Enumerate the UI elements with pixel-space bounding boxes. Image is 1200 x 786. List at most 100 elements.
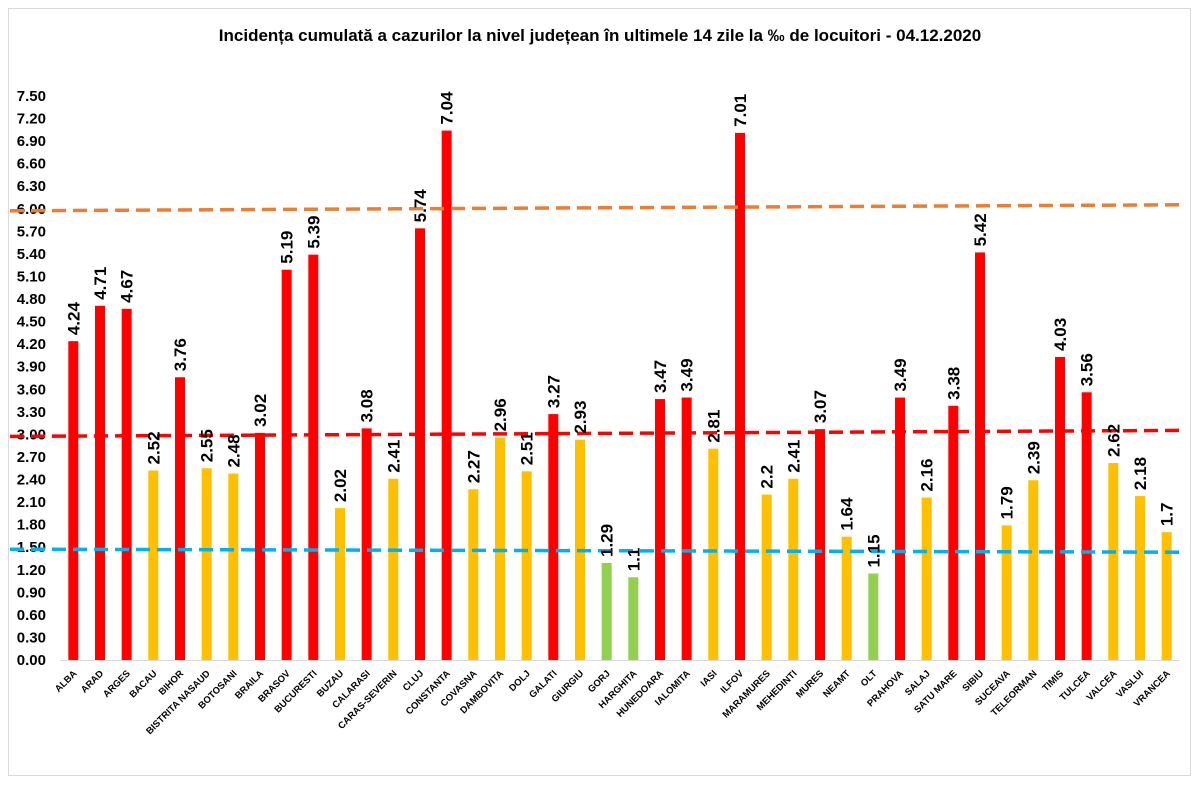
bar bbox=[201, 468, 212, 660]
bar bbox=[228, 473, 239, 660]
data-label: 2.39 bbox=[1024, 441, 1043, 474]
data-label: 2.18 bbox=[1131, 457, 1150, 490]
y-tick-label: 3.30 bbox=[17, 404, 46, 421]
data-label: 2.27 bbox=[464, 450, 483, 483]
data-label: 5.74 bbox=[411, 189, 430, 223]
bar bbox=[281, 269, 292, 660]
data-label: 2.93 bbox=[571, 401, 590, 434]
bar bbox=[895, 397, 905, 660]
y-tick-label: 2.70 bbox=[17, 449, 46, 466]
bar bbox=[868, 573, 879, 660]
bar bbox=[148, 470, 159, 660]
bar bbox=[1081, 392, 1092, 660]
data-label: 2.41 bbox=[784, 440, 803, 473]
bar bbox=[468, 489, 479, 660]
data-label: 3.56 bbox=[1078, 353, 1097, 386]
x-tick-label: MURES bbox=[794, 668, 826, 700]
data-label: 4.67 bbox=[118, 270, 137, 303]
bar bbox=[1161, 532, 1172, 660]
data-label: 2.02 bbox=[331, 469, 350, 502]
data-label: 4.71 bbox=[91, 267, 110, 300]
y-tick-label: 3.90 bbox=[17, 359, 46, 376]
x-tick-label: IASI bbox=[699, 668, 720, 689]
y-tick-label: 4.50 bbox=[17, 314, 46, 331]
data-label: 1.1 bbox=[624, 548, 643, 572]
bar bbox=[948, 405, 959, 660]
data-label: 3.38 bbox=[944, 367, 963, 400]
bar bbox=[815, 429, 825, 660]
y-tick-label: 0.00 bbox=[17, 652, 46, 669]
x-tick-label: NEAMT bbox=[821, 668, 853, 700]
bar bbox=[708, 448, 719, 660]
data-label: 2.51 bbox=[518, 432, 537, 465]
y-axis: 0.000.300.600.901.201.501.802.102.402.70… bbox=[17, 88, 46, 669]
data-label: 3.27 bbox=[544, 375, 563, 408]
bar bbox=[761, 494, 772, 660]
data-label: 2.96 bbox=[491, 398, 510, 431]
data-label: 3.47 bbox=[651, 360, 670, 393]
data-label: 7.01 bbox=[731, 94, 750, 127]
y-tick-label: 5.10 bbox=[17, 268, 46, 285]
bar bbox=[1028, 480, 1039, 660]
data-label: 5.39 bbox=[304, 216, 323, 249]
data-label: 3.07 bbox=[811, 390, 830, 423]
data-label: 2.41 bbox=[384, 440, 403, 473]
bar bbox=[975, 252, 985, 660]
data-label: 1.79 bbox=[998, 486, 1017, 519]
bar bbox=[388, 478, 399, 660]
data-label: 4.03 bbox=[1051, 318, 1070, 351]
data-label: 7.04 bbox=[438, 91, 457, 125]
data-label: 2.48 bbox=[224, 434, 243, 467]
bar bbox=[681, 397, 692, 660]
y-tick-label: 0.30 bbox=[17, 629, 46, 646]
data-label: 2.16 bbox=[918, 458, 937, 491]
bar bbox=[1135, 496, 1145, 660]
data-label: 5.42 bbox=[971, 213, 990, 246]
data-label: 1.15 bbox=[864, 534, 883, 567]
data-label: 2.55 bbox=[198, 429, 217, 462]
data-label: 3.76 bbox=[171, 338, 190, 371]
bar bbox=[628, 577, 639, 660]
data-label: 3.02 bbox=[251, 394, 270, 427]
bar bbox=[175, 377, 185, 660]
bar bbox=[441, 130, 452, 661]
bar bbox=[735, 132, 745, 660]
x-tick-label: BACAU bbox=[127, 668, 159, 700]
bar bbox=[95, 305, 105, 660]
y-tick-label: 7.50 bbox=[17, 88, 46, 105]
y-tick-label: 0.90 bbox=[17, 584, 46, 601]
bar bbox=[841, 536, 852, 660]
data-label: 1.29 bbox=[598, 524, 617, 557]
data-label: 4.24 bbox=[64, 302, 83, 336]
y-tick-label: 0.60 bbox=[17, 607, 46, 624]
bar bbox=[1001, 525, 1012, 660]
bar bbox=[601, 562, 612, 660]
x-tick-label: ARGES bbox=[101, 668, 133, 700]
bar bbox=[1108, 462, 1119, 660]
data-label: 3.49 bbox=[678, 358, 697, 391]
y-tick-label: 6.60 bbox=[17, 156, 46, 173]
data-labels: 4.24 4.71 4.67 2.52 3.76 2.55 2.48 3.02 5.19 5.39… bbox=[64, 91, 1176, 571]
reference-lines bbox=[9, 203, 1181, 554]
bar bbox=[121, 308, 132, 660]
y-tick-label: 5.70 bbox=[17, 223, 46, 240]
bar bbox=[921, 497, 932, 660]
y-tick-label: 1.80 bbox=[17, 517, 46, 534]
bar bbox=[521, 471, 532, 660]
bar bbox=[68, 341, 79, 660]
bar bbox=[335, 508, 345, 660]
bar bbox=[255, 432, 265, 660]
data-label: 2.81 bbox=[704, 410, 723, 443]
y-tick-label: 3.60 bbox=[17, 381, 46, 398]
data-label: 2.2 bbox=[758, 465, 777, 489]
y-tick-label: 6.30 bbox=[17, 178, 46, 195]
data-label: 5.19 bbox=[278, 231, 297, 264]
y-tick-label: 4.80 bbox=[17, 291, 46, 308]
data-label: 2.62 bbox=[1104, 424, 1123, 457]
data-label: 3.08 bbox=[358, 389, 377, 422]
bar bbox=[495, 437, 505, 660]
bar bbox=[361, 428, 372, 660]
bar bbox=[1055, 356, 1065, 660]
